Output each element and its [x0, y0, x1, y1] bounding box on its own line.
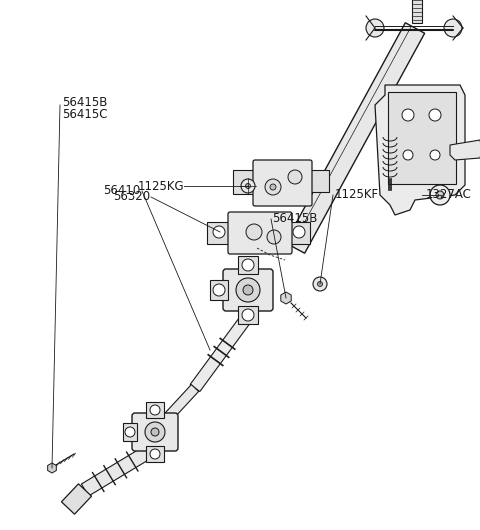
Polygon shape: [155, 385, 199, 431]
Circle shape: [145, 422, 165, 442]
Polygon shape: [375, 85, 465, 215]
Circle shape: [403, 150, 413, 160]
Text: 1327AC: 1327AC: [426, 189, 472, 201]
Polygon shape: [412, 0, 422, 23]
Circle shape: [213, 226, 225, 238]
FancyBboxPatch shape: [228, 212, 292, 254]
Circle shape: [151, 428, 159, 436]
Circle shape: [270, 184, 276, 190]
Bar: [123, 423, 137, 441]
Circle shape: [125, 427, 135, 437]
Circle shape: [242, 309, 254, 321]
Polygon shape: [48, 463, 56, 473]
Circle shape: [236, 278, 260, 302]
Polygon shape: [285, 23, 425, 253]
Polygon shape: [190, 316, 250, 392]
Circle shape: [265, 179, 281, 195]
Text: 56415C: 56415C: [62, 108, 108, 120]
Polygon shape: [61, 484, 92, 514]
Bar: [238, 256, 258, 274]
Text: 56415B: 56415B: [62, 95, 108, 109]
Circle shape: [436, 191, 444, 199]
Polygon shape: [281, 292, 291, 304]
Text: 56320: 56320: [113, 190, 150, 204]
Circle shape: [246, 224, 262, 240]
FancyBboxPatch shape: [253, 160, 312, 206]
FancyBboxPatch shape: [132, 413, 178, 451]
Bar: [233, 170, 257, 194]
Bar: [146, 446, 164, 462]
Circle shape: [317, 281, 323, 287]
Circle shape: [444, 19, 462, 37]
Text: 1125KF: 1125KF: [335, 189, 379, 201]
FancyBboxPatch shape: [223, 269, 273, 311]
Text: 1125KG: 1125KG: [137, 180, 184, 192]
Circle shape: [293, 226, 305, 238]
Circle shape: [267, 230, 281, 244]
Circle shape: [366, 19, 384, 37]
Circle shape: [150, 405, 160, 415]
Text: 56410: 56410: [103, 184, 140, 198]
Bar: [238, 306, 258, 324]
Bar: [307, 170, 329, 192]
Polygon shape: [450, 140, 480, 160]
Circle shape: [402, 109, 414, 121]
Circle shape: [313, 277, 327, 291]
Bar: [388, 92, 456, 184]
Circle shape: [150, 449, 160, 459]
Bar: [210, 280, 228, 300]
Circle shape: [430, 150, 440, 160]
Text: 56415B: 56415B: [272, 213, 317, 225]
Bar: [288, 222, 310, 244]
Circle shape: [241, 179, 255, 193]
Circle shape: [288, 170, 302, 184]
Circle shape: [429, 109, 441, 121]
Circle shape: [213, 284, 225, 296]
Circle shape: [430, 185, 450, 205]
Circle shape: [245, 183, 251, 189]
Circle shape: [243, 285, 253, 295]
Bar: [207, 222, 232, 244]
Bar: [146, 402, 164, 418]
Circle shape: [242, 259, 254, 271]
Polygon shape: [82, 446, 152, 496]
